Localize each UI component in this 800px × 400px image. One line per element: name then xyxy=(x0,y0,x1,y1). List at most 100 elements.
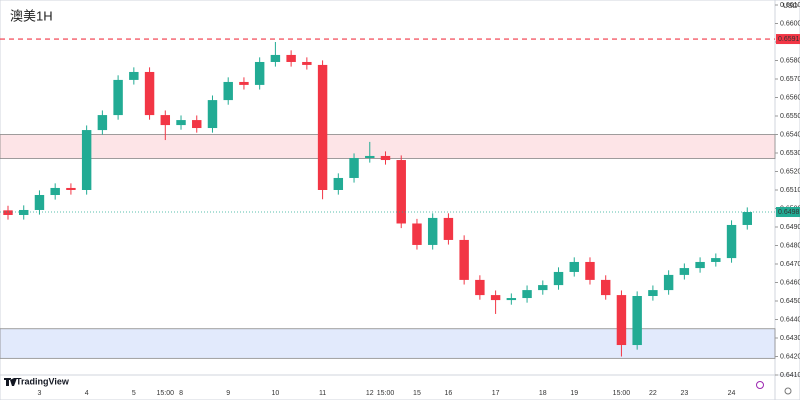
x-tick-label: 9 xyxy=(226,390,230,397)
candle-body xyxy=(679,268,690,275)
settings-icon[interactable] xyxy=(756,381,764,389)
brand: TradingView xyxy=(16,376,70,386)
candle-body xyxy=(506,298,517,301)
x-tick-label: 15:00 xyxy=(377,390,395,397)
candle-body xyxy=(113,79,123,116)
candle-body xyxy=(585,261,595,280)
x-tick-label: 3 xyxy=(38,390,42,397)
candle-body xyxy=(176,120,186,126)
candle-body xyxy=(569,261,579,272)
candle-body xyxy=(317,64,328,190)
x-tick-label: 5 xyxy=(132,390,136,397)
candle-body xyxy=(81,130,92,190)
x-tick-label: 22 xyxy=(649,390,657,397)
zone xyxy=(0,134,776,159)
zone xyxy=(0,328,776,359)
gear-icon[interactable] xyxy=(784,387,792,395)
candle-body xyxy=(66,187,76,190)
candle-body xyxy=(711,258,721,262)
candle-body xyxy=(522,290,532,299)
x-tick-label: 18 xyxy=(539,390,547,397)
chart-title: 澳美1H xyxy=(10,8,53,23)
candle-body xyxy=(160,115,171,126)
candle-body xyxy=(632,296,642,346)
candle-body xyxy=(50,187,60,195)
x-tick-label: 11 xyxy=(319,390,326,397)
candle-body xyxy=(270,54,281,62)
x-tick-label: 15:00 xyxy=(157,390,175,397)
last-price-label: 0.64981 xyxy=(778,209,800,216)
hline-price-box xyxy=(776,34,800,45)
x-tick-label: 23 xyxy=(680,390,688,397)
candle-body xyxy=(475,279,485,296)
candle-body xyxy=(239,81,249,85)
x-tick-label: 8 xyxy=(179,390,183,397)
candle-body xyxy=(302,61,312,65)
candle-body xyxy=(538,285,548,291)
candle-body xyxy=(34,194,45,210)
candle-body xyxy=(396,160,406,224)
plot xyxy=(3,42,752,357)
y-tick-label: 0.66100 xyxy=(780,2,800,9)
x-tick-label: 15 xyxy=(413,390,421,397)
candle-body xyxy=(648,290,658,297)
x-tick-label: 24 xyxy=(728,390,736,397)
candle-body xyxy=(695,261,705,269)
candle-body xyxy=(19,209,29,215)
candle-body xyxy=(223,81,233,101)
x-tick-label: 17 xyxy=(492,390,500,397)
candle-body xyxy=(349,157,359,178)
candle-body xyxy=(333,177,344,190)
candle-body xyxy=(97,115,108,131)
candle-body xyxy=(742,212,752,225)
candle-body xyxy=(207,100,218,129)
candle-body xyxy=(380,155,391,161)
currency: USD xyxy=(783,3,798,10)
candle-body xyxy=(726,224,737,259)
candle-body xyxy=(254,61,265,85)
candle-body xyxy=(286,54,296,62)
candle-body xyxy=(365,155,375,158)
candle-body xyxy=(443,217,454,240)
x-tick-label: 10 xyxy=(271,390,279,397)
x-tick-label: 12 xyxy=(366,390,374,397)
zones xyxy=(0,134,776,359)
candle-body xyxy=(600,279,611,296)
candle-body xyxy=(553,271,564,286)
candle-body xyxy=(129,71,139,80)
x-tick-label: 19 xyxy=(570,390,578,397)
candle-body xyxy=(412,223,422,245)
candle-body xyxy=(192,120,202,129)
candle-body xyxy=(3,210,13,215)
x-tick-label: 15:00 xyxy=(613,390,631,397)
candle-body xyxy=(490,295,501,301)
candle-body xyxy=(663,274,674,291)
x-tick-label: 4 xyxy=(85,390,89,397)
hline-price-label: 0.65916 xyxy=(778,36,800,43)
last-price-box xyxy=(776,207,800,218)
x-tick-label: 16 xyxy=(445,390,453,397)
candle-body xyxy=(144,71,155,116)
candle-body xyxy=(427,217,438,245)
brand-logo xyxy=(4,378,17,386)
candle-body xyxy=(459,239,469,280)
candle-body xyxy=(616,295,627,346)
